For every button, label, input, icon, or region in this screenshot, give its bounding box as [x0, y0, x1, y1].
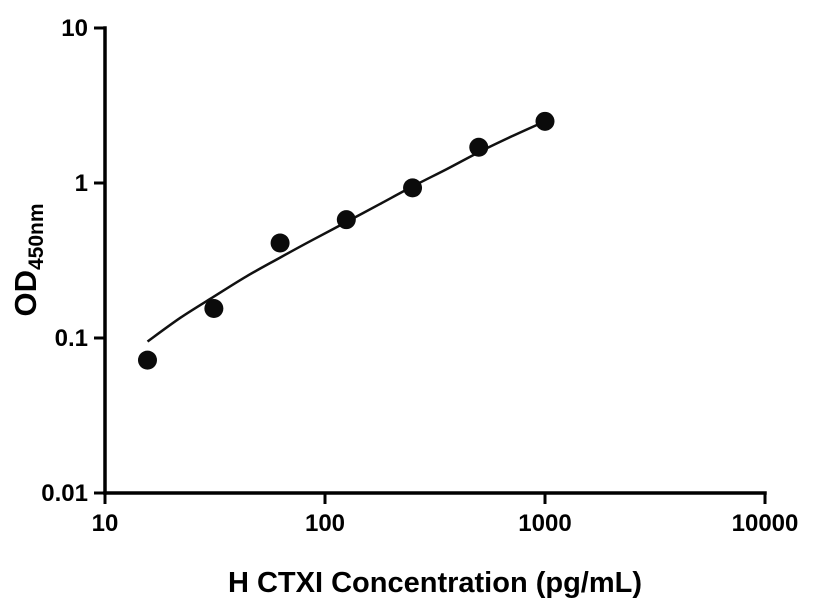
data-point [204, 298, 224, 318]
data-point [336, 210, 356, 230]
x-axis-title: H CTXI Concentration (pg/mL) [228, 567, 642, 599]
x-tick-label: 100 [305, 510, 345, 537]
y-axis-title: OD450nm [8, 203, 48, 316]
data-point [270, 233, 290, 253]
data-point [535, 111, 555, 131]
data-point [137, 350, 157, 370]
y-axis-title-main: OD [8, 270, 43, 317]
data-point [469, 137, 489, 157]
y-tick-label: 0.01 [41, 480, 88, 507]
y-tick-label: 0.1 [55, 325, 88, 352]
x-tick-label: 1000 [518, 510, 571, 537]
y-tick-label: 1 [75, 170, 88, 197]
x-tick-label: 10 [92, 510, 119, 537]
y-tick-label: 10 [61, 15, 88, 42]
plot-area: 10 100 1000 10000 0.01 0.1 1 10 [41, 15, 798, 537]
data-point [403, 178, 423, 198]
x-tick-label: 10000 [732, 510, 799, 537]
y-axis-title-subscript: 450nm [25, 203, 48, 270]
